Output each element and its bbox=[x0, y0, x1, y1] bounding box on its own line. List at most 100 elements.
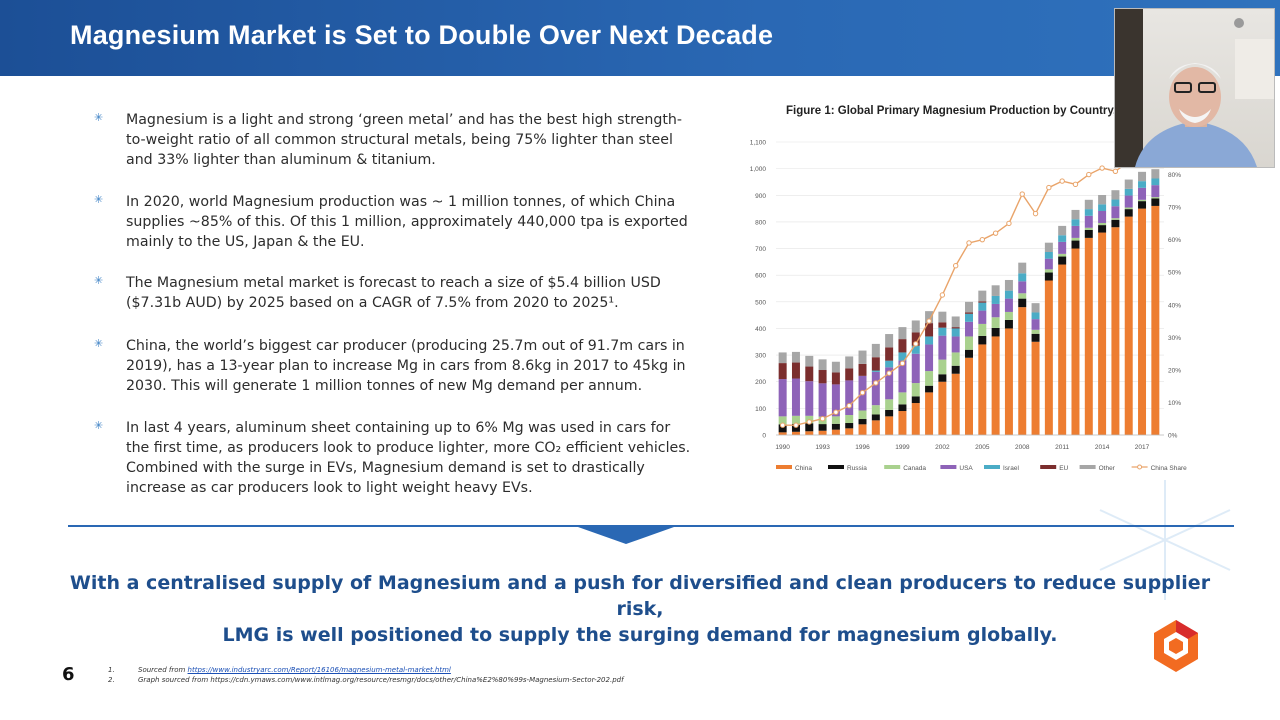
bar-eu bbox=[791, 362, 800, 379]
bar-usa bbox=[805, 381, 814, 416]
bar-canada bbox=[1044, 269, 1053, 273]
lmg-hexagon-logo bbox=[1154, 620, 1198, 672]
footnote-link[interactable]: https://www.industryarc.com/Report/16106… bbox=[187, 666, 451, 674]
bar-china bbox=[885, 416, 894, 435]
bar-other bbox=[1138, 171, 1147, 182]
x-tick-label: 2005 bbox=[975, 444, 990, 451]
star-bullet-icon: ✳ bbox=[94, 337, 104, 350]
bar-usa bbox=[965, 321, 973, 337]
bar-china bbox=[1111, 227, 1120, 435]
bullet-text: Magnesium is a light and strong ‘green m… bbox=[126, 112, 683, 168]
bullet-text: In 2020, world Magnesium production was … bbox=[126, 194, 688, 250]
bar-russia bbox=[965, 349, 973, 358]
bar-china bbox=[805, 431, 814, 435]
divider-notch bbox=[578, 527, 674, 544]
y-tick-label: 700 bbox=[755, 246, 766, 253]
bar-russia bbox=[1018, 298, 1027, 308]
bar-canada bbox=[871, 405, 880, 415]
production-chart: 0 100 200 300 400 500 600 700 800 900 1,000 1,100 0%… bbox=[750, 140, 1188, 473]
bar-usa bbox=[1111, 206, 1120, 219]
bar-canada bbox=[1018, 293, 1027, 299]
bar-eu bbox=[925, 323, 934, 337]
bar-russia bbox=[1071, 240, 1080, 249]
footnote-prefix: Sourced from bbox=[138, 666, 188, 674]
y-tick-label: 800 bbox=[755, 219, 766, 226]
bar-israel bbox=[1031, 312, 1040, 320]
y-tick-label: 200 bbox=[755, 379, 766, 386]
china-share-point bbox=[1059, 178, 1065, 184]
y2-tick-label: 40% bbox=[1168, 302, 1181, 309]
bar-other bbox=[991, 285, 1000, 296]
bar-usa bbox=[1151, 185, 1160, 198]
bar-china bbox=[951, 373, 960, 435]
bar-russia bbox=[1084, 229, 1093, 238]
bar-other bbox=[1084, 199, 1093, 210]
china-share-point bbox=[1046, 184, 1052, 191]
bar-usa bbox=[1084, 215, 1093, 228]
page-number: 6 bbox=[62, 664, 75, 685]
bar-usa bbox=[831, 384, 840, 417]
bar-usa bbox=[951, 336, 960, 353]
china-share-point bbox=[926, 318, 932, 324]
bar-israel bbox=[1071, 219, 1080, 226]
china-share-point bbox=[886, 370, 892, 376]
bar-other bbox=[938, 311, 947, 323]
bar-usa bbox=[818, 383, 827, 417]
bar-usa bbox=[845, 380, 854, 416]
bar-israel bbox=[1111, 199, 1120, 207]
bar-israel bbox=[978, 302, 987, 311]
x-tick-label: 1996 bbox=[855, 444, 870, 451]
bar-canada bbox=[1084, 227, 1093, 230]
legend-label: China Share bbox=[1151, 465, 1188, 472]
bar-china bbox=[978, 344, 987, 435]
slide-title: Magnesium Market is Set to Double Over N… bbox=[70, 20, 774, 50]
bar-china bbox=[858, 424, 867, 435]
bar-other bbox=[831, 361, 840, 373]
legend-swatch bbox=[940, 465, 957, 469]
y-tick-label: 300 bbox=[755, 353, 766, 360]
bar-russia bbox=[1058, 256, 1067, 265]
bar-russia bbox=[871, 414, 880, 421]
bar-canada bbox=[1004, 311, 1013, 320]
bar-china bbox=[1151, 205, 1160, 435]
star-bullet-icon: ✳ bbox=[94, 111, 104, 124]
bar-canada bbox=[1031, 329, 1040, 334]
bar-israel bbox=[938, 327, 947, 336]
footnote-number: 1. bbox=[108, 666, 115, 674]
legend-label: Israel bbox=[1003, 465, 1019, 472]
legend-swatch bbox=[828, 465, 844, 469]
bar-canada bbox=[978, 323, 987, 336]
y2-tick-label: 50% bbox=[1168, 270, 1181, 277]
bar-israel bbox=[1058, 235, 1067, 242]
bar-other bbox=[1151, 169, 1160, 179]
bar-canada bbox=[1138, 199, 1147, 202]
bar-russia bbox=[1044, 272, 1053, 281]
bar-china bbox=[871, 420, 880, 435]
bar-israel bbox=[1151, 178, 1160, 186]
bar-usa bbox=[1071, 225, 1080, 238]
legend-label: Russia bbox=[847, 465, 867, 472]
y-tick-label: 0 bbox=[762, 433, 766, 440]
china-share-point bbox=[806, 419, 812, 425]
china-share-point bbox=[952, 263, 959, 269]
bar-israel bbox=[911, 345, 920, 354]
bar-canada bbox=[925, 371, 934, 386]
legend-swatch bbox=[984, 465, 1000, 469]
bar-israel bbox=[925, 336, 934, 345]
bar-china bbox=[1138, 208, 1147, 435]
bar-russia bbox=[818, 424, 827, 431]
bar-russia bbox=[911, 396, 920, 404]
bar-israel bbox=[1098, 204, 1107, 211]
bar-china bbox=[818, 430, 827, 435]
x-tick-label: 2017 bbox=[1135, 444, 1150, 451]
bar-russia bbox=[991, 327, 1000, 337]
china-share-point bbox=[992, 230, 999, 236]
bar-israel bbox=[1124, 188, 1133, 196]
china-share-point bbox=[1006, 220, 1012, 227]
bar-usa bbox=[991, 303, 1000, 318]
bar-china bbox=[831, 429, 840, 435]
bar-canada bbox=[965, 336, 973, 350]
bar-other bbox=[911, 320, 920, 333]
chart-title: Figure 1: Global Primary Magnesium Produ… bbox=[786, 105, 1139, 117]
bar-eu bbox=[858, 363, 867, 376]
